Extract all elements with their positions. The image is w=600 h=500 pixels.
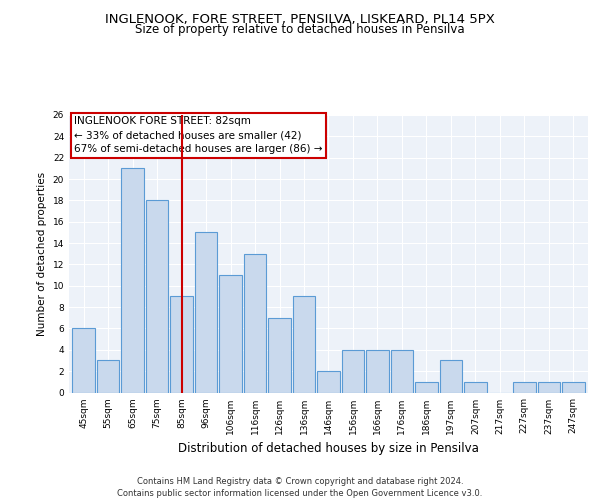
Text: Size of property relative to detached houses in Pensilva: Size of property relative to detached ho… <box>135 22 465 36</box>
Bar <box>244 254 266 392</box>
Text: INGLENOOK, FORE STREET, PENSILVA, LISKEARD, PL14 5PX: INGLENOOK, FORE STREET, PENSILVA, LISKEA… <box>105 12 495 26</box>
Y-axis label: Number of detached properties: Number of detached properties <box>37 172 47 336</box>
X-axis label: Distribution of detached houses by size in Pensilva: Distribution of detached houses by size … <box>178 442 479 455</box>
Bar <box>73 328 95 392</box>
Bar <box>342 350 364 393</box>
Bar <box>391 350 413 393</box>
Text: Contains HM Land Registry data © Crown copyright and database right 2024.
Contai: Contains HM Land Registry data © Crown c… <box>118 476 482 498</box>
Bar <box>440 360 462 392</box>
Bar <box>562 382 584 392</box>
Bar <box>538 382 560 392</box>
Bar <box>268 318 291 392</box>
Bar <box>121 168 144 392</box>
Bar <box>415 382 437 392</box>
Bar <box>170 296 193 392</box>
Bar <box>464 382 487 392</box>
Bar <box>513 382 536 392</box>
Bar <box>293 296 315 392</box>
Text: INGLENOOK FORE STREET: 82sqm
← 33% of detached houses are smaller (42)
67% of se: INGLENOOK FORE STREET: 82sqm ← 33% of de… <box>74 116 323 154</box>
Bar <box>220 275 242 392</box>
Bar <box>97 360 119 392</box>
Bar <box>317 371 340 392</box>
Bar <box>366 350 389 393</box>
Bar <box>195 232 217 392</box>
Bar <box>146 200 169 392</box>
